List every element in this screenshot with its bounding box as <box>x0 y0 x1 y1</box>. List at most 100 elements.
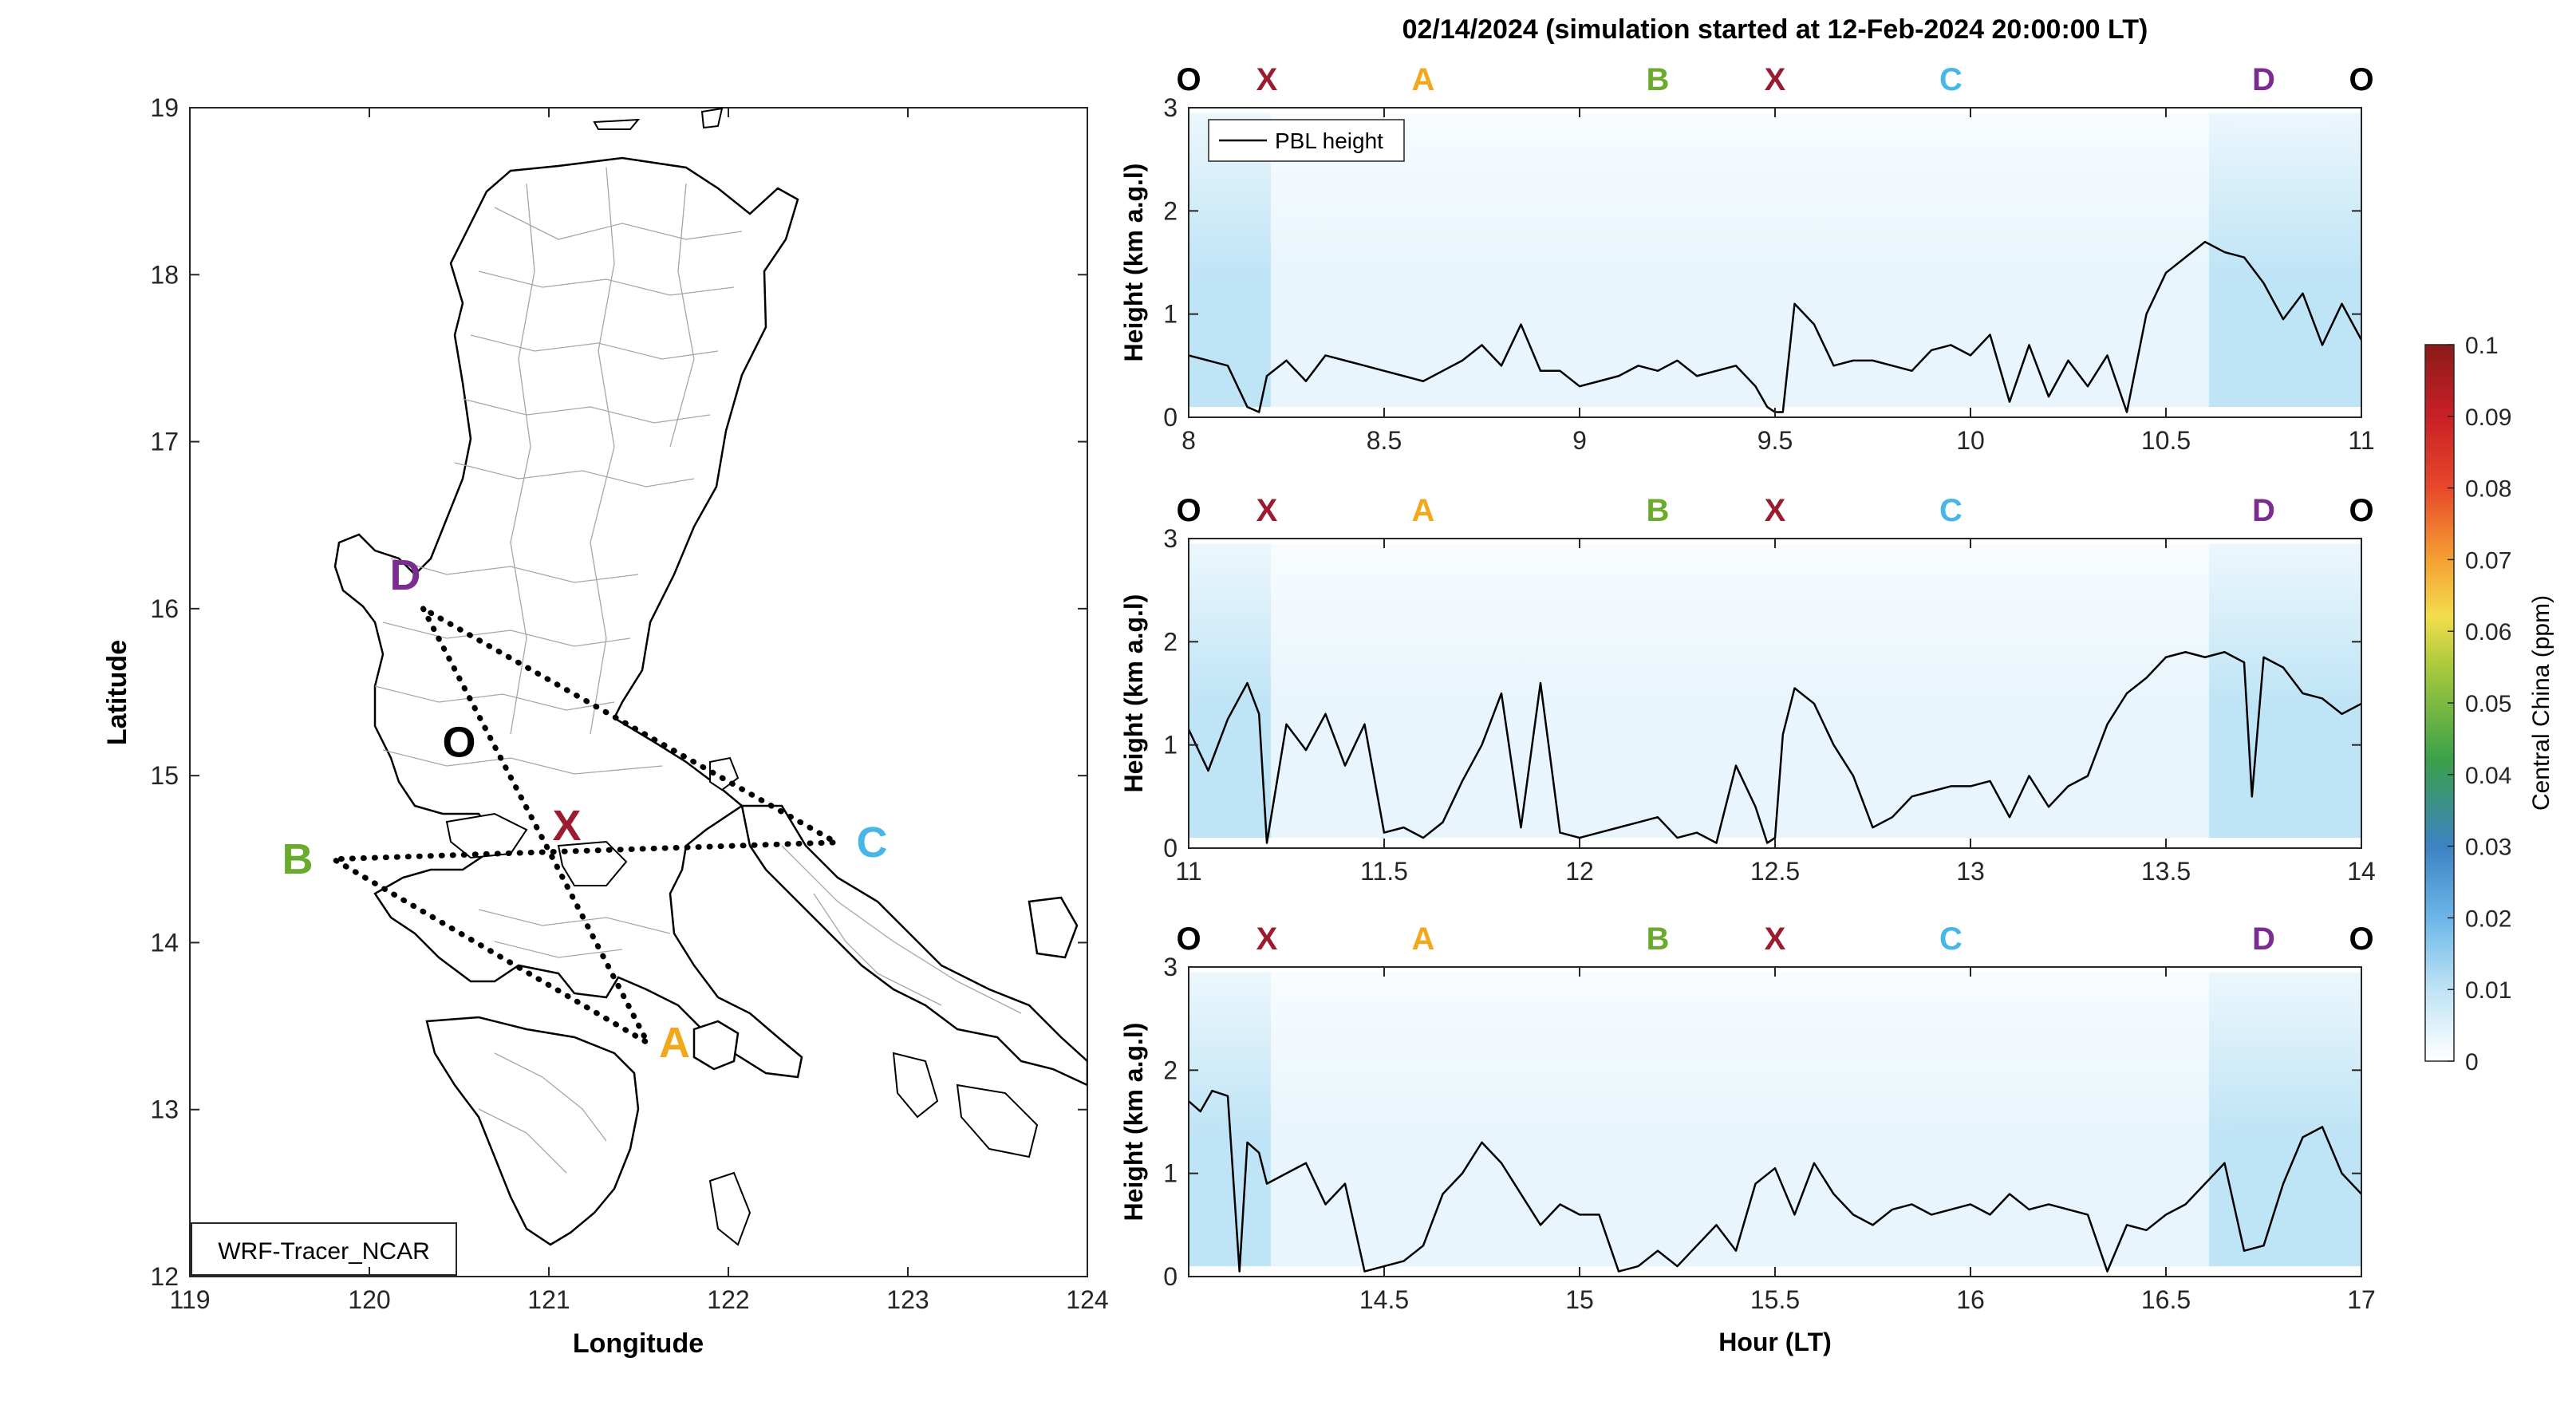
y-tick-label: 3 <box>1163 524 1178 553</box>
stop-label-o: O <box>1176 922 1201 957</box>
pbl-panel-3: 14.5 15 15.5 16 16.5 17 0 1 2 3 Height (km a.g.l) O… <box>1119 922 2376 1314</box>
x-tick-label: 16 <box>1956 1285 1985 1314</box>
y-tick-label: 1 <box>1163 731 1178 760</box>
colorbar-tick-label: 0 <box>2465 1049 2479 1076</box>
map-x-axis-label: Longitude <box>573 1328 704 1359</box>
x-tick-label: 9.5 <box>1757 426 1793 455</box>
model-label: WRF-Tracer_NCAR <box>218 1238 430 1265</box>
x-tick-label: 14.5 <box>1359 1285 1409 1314</box>
colorbar-tick-label: 0.1 <box>2465 333 2499 359</box>
stop-label-b: B <box>1647 493 1670 528</box>
map-x-tick-label: 123 <box>886 1285 929 1314</box>
stop-label-a: A <box>1412 62 1435 97</box>
pbl-height-line <box>1189 240 2361 413</box>
stop-label-c: C <box>1939 922 1963 957</box>
stop-label-o: O <box>1176 62 1201 97</box>
pbl-panel-1: 8 8.5 9 9.5 10 10.5 11 0 1 2 3 Height (km a.g.l) O X A… <box>1119 62 2375 455</box>
x-tick-label: 12.5 <box>1750 857 1800 886</box>
colorbar-tick-label: 0.04 <box>2465 763 2511 789</box>
model-label-box <box>191 1222 457 1276</box>
y-tick-label: 3 <box>1163 953 1178 981</box>
x-tick-label: 15.5 <box>1750 1285 1800 1314</box>
tracer-shading-fade <box>1189 543 2361 706</box>
map-x-ticks: 119 120 121 122 123 124 <box>169 108 1109 1314</box>
stop-label-c: C <box>1939 493 1963 528</box>
map-x-tick-label: 120 <box>348 1285 390 1314</box>
pbl-height-line <box>1189 651 2361 844</box>
map-x-tick-label: 119 <box>169 1285 210 1314</box>
map-y-tick-label: 14 <box>150 928 179 957</box>
babuyan-island <box>593 118 641 130</box>
palawan-tip <box>708 1171 751 1246</box>
map-panel: D O X B C A WRF-Tracer_NCAR 119 120 121 122 123 12… <box>102 93 1109 1359</box>
map-point-labels: D O X B C A <box>282 551 888 1067</box>
map-route-dotted-line <box>323 606 846 1051</box>
map-y-tick-label: 16 <box>150 594 179 623</box>
y-tick-label: 2 <box>1163 627 1178 656</box>
map-x-tick-label: 121 <box>527 1285 570 1314</box>
map-point-label-b: B <box>282 835 314 883</box>
x-tick-label: 13 <box>1956 857 1985 886</box>
map-point-label-x: X <box>552 802 581 850</box>
map-point-label-a: A <box>659 1019 690 1067</box>
stop-label-x: X <box>1256 922 1278 957</box>
tracer-shading-fade <box>1189 972 2361 1135</box>
map-y-tick-label: 15 <box>150 761 179 790</box>
colorbar-tick-label: 0.08 <box>2465 476 2511 503</box>
map-point-label-o: O <box>442 718 475 766</box>
panel-plot-area <box>1189 539 2361 848</box>
map-y-tick-label: 13 <box>150 1095 179 1124</box>
stop-label-x: X <box>1765 493 1786 528</box>
babuyan-island-2 <box>700 108 724 129</box>
stop-label-x: X <box>1256 493 1278 528</box>
x-tick-label: 11 <box>1175 857 1201 886</box>
y-tick-label: 3 <box>1163 93 1178 122</box>
map-y-tick-label: 12 <box>150 1262 179 1291</box>
colorbar: 0 0.01 0.02 0.03 0.04 0.05 0.06 0.07 0.08 0.09 0.1… <box>2424 333 2554 1076</box>
marinduque-landmass <box>692 1020 740 1071</box>
y-tick-label: 2 <box>1163 196 1178 225</box>
mindoro-landmass <box>425 1016 640 1246</box>
y-axis-label: Height (km a.g.l) <box>1119 1023 1148 1222</box>
map-y-ticks: 12 13 14 15 16 17 18 19 <box>150 93 1087 1291</box>
hour-axis-label: Hour (LT) <box>1718 1328 1832 1356</box>
stop-label-x: X <box>1765 922 1786 957</box>
stop-label-a: A <box>1412 922 1435 957</box>
x-tick-label: 15 <box>1565 1285 1594 1314</box>
x-tick-label: 11 <box>2348 426 2374 455</box>
panel-plot-area <box>1189 967 2361 1277</box>
colorbar-ticks: 0 0.01 0.02 0.03 0.04 0.05 0.06 0.07 0.08 0.09 0.1 <box>2448 333 2511 1076</box>
stop-label-x: X <box>1256 62 1278 97</box>
colorbar-tick-label: 0.07 <box>2465 547 2511 574</box>
colorbar-tick-label: 0.05 <box>2465 691 2511 717</box>
stop-label-o: O <box>2349 62 2373 97</box>
x-tick-label: 9 <box>1572 426 1587 455</box>
burias-landmass <box>892 1052 939 1119</box>
colorbar-tick-label: 0.03 <box>2465 835 2511 861</box>
map-point-label-d: D <box>390 551 421 599</box>
y-axis-label: Height (km a.g.l) <box>1119 594 1148 793</box>
stop-label-o: O <box>2349 493 2373 528</box>
colorbar-tick-label: 0.06 <box>2465 619 2511 645</box>
x-tick-label: 10.5 <box>2141 426 2191 455</box>
figure-title: 02/14/2024 (simulation started at 12-Feb… <box>1402 14 2148 45</box>
map-x-tick-label: 124 <box>1066 1285 1108 1314</box>
stop-label-o: O <box>2349 922 2373 957</box>
stop-label-d: D <box>2252 493 2275 528</box>
stop-label-b: B <box>1647 922 1670 957</box>
colorbar-label: Central China (ppm) <box>2528 595 2554 811</box>
bicol-landmass <box>740 804 1087 1087</box>
y-tick-label: 0 <box>1163 834 1178 862</box>
x-tick-label: 14 <box>2347 857 2376 886</box>
legend-label: PBL height <box>1275 128 1383 153</box>
map-y-tick-label: 17 <box>150 428 179 456</box>
masbate-landmass <box>956 1083 1039 1158</box>
stop-label-d: D <box>2252 62 2275 97</box>
colorbar-tick-label: 0.02 <box>2465 906 2511 932</box>
map-point-label-c: C <box>857 819 888 866</box>
map-x-tick-label: 122 <box>707 1285 749 1314</box>
stop-label-c: C <box>1939 62 1963 97</box>
pbl-height-line <box>1189 1089 2361 1273</box>
x-tick-label: 17 <box>2347 1285 2376 1314</box>
